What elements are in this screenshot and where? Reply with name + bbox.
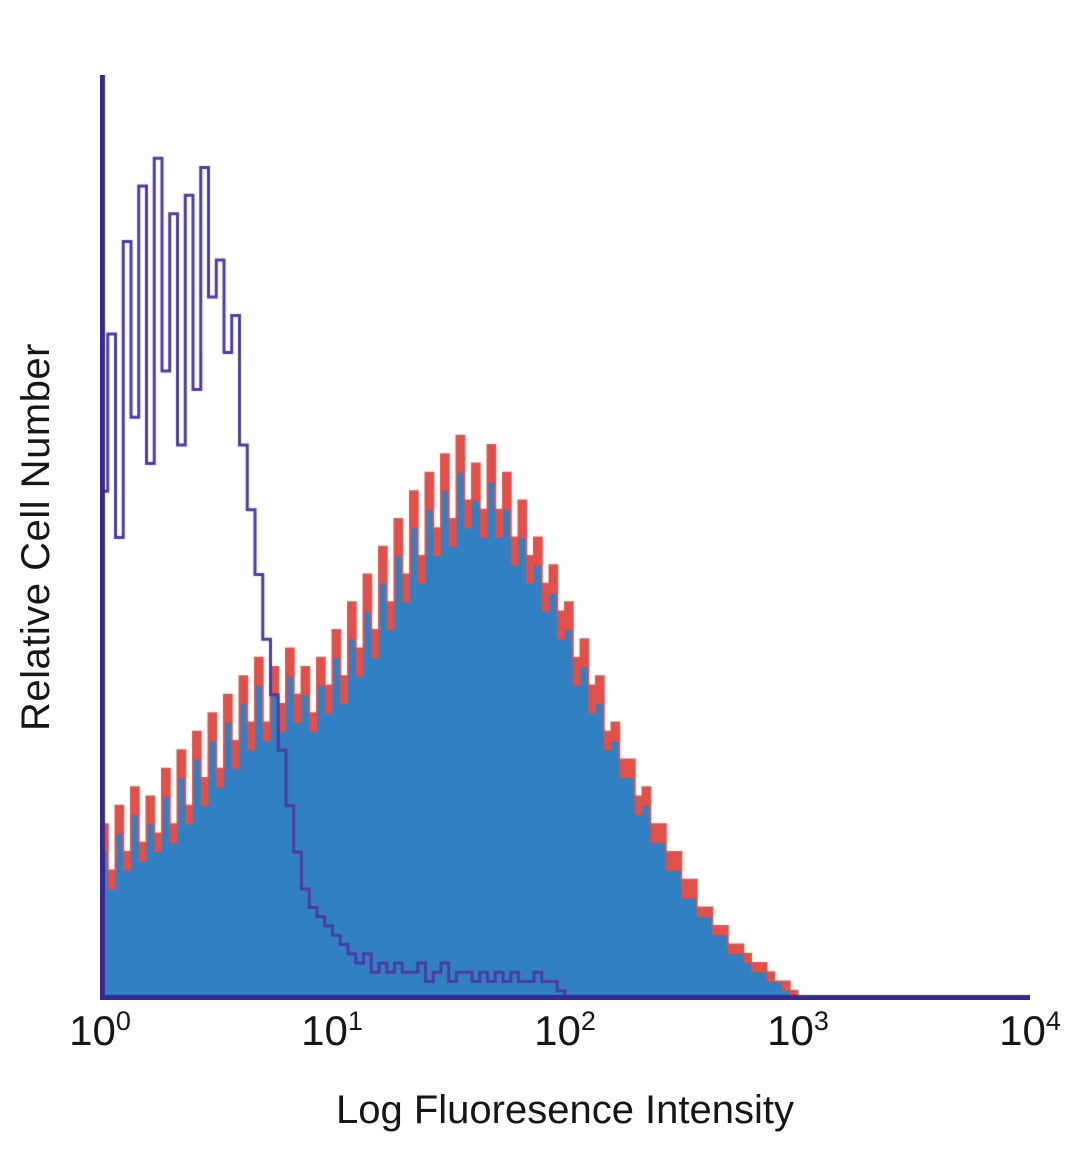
x-tick-10e0: 100 [69, 1006, 131, 1055]
x-tick-exponent: 0 [115, 1006, 131, 1036]
x-tick-10e2: 102 [534, 1006, 596, 1055]
x-tick-10e1: 101 [301, 1006, 363, 1055]
x-tick-10e3: 103 [767, 1006, 829, 1055]
y-axis-label: Relative Cell Number [14, 343, 58, 731]
histogram-canvas [100, 75, 1030, 1000]
x-axis-label: Log Fluoresence Intensity [335, 1088, 795, 1132]
x-tick-exponent: 4 [1045, 1006, 1061, 1036]
plot-area [100, 75, 1030, 1000]
x-tick-base: 10 [999, 1007, 1046, 1054]
x-tick-10e4: 104 [999, 1006, 1061, 1055]
x-tick-exponent: 3 [813, 1006, 829, 1036]
x-tick-exponent: 2 [580, 1006, 596, 1036]
x-tick-base: 10 [69, 1007, 116, 1054]
x-tick-base: 10 [534, 1007, 581, 1054]
x-tick-exponent: 1 [347, 1006, 363, 1036]
x-tick-base: 10 [767, 1007, 814, 1054]
x-tick-base: 10 [301, 1007, 348, 1054]
